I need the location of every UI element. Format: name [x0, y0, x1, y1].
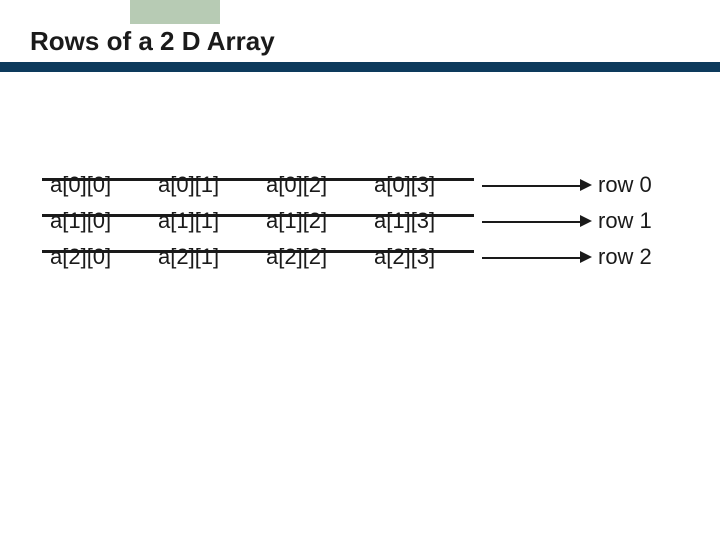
- cell: a[1][1]: [158, 208, 266, 234]
- title-underline: [0, 62, 720, 72]
- strike-row-0: [42, 178, 474, 181]
- arrow-row-2: [482, 239, 592, 275]
- grid-row-1: a[1][0] a[1][1] a[1][2] a[1][3] row 1: [50, 201, 652, 241]
- row-label: row 1: [598, 208, 652, 234]
- arrow-line-icon: [482, 221, 582, 223]
- cell: a[0][3]: [374, 172, 482, 198]
- arrow-head-icon: [580, 179, 592, 191]
- row-label: row 0: [598, 172, 652, 198]
- grid-row-2: a[2][0] a[2][1] a[2][2] a[2][3] row 2: [50, 237, 652, 277]
- cell: a[1][3]: [374, 208, 482, 234]
- arrow-line-icon: [482, 257, 582, 259]
- cell: a[0][2]: [266, 172, 374, 198]
- grid-row-0: a[0][0] a[0][1] a[0][2] a[0][3] row 0: [50, 165, 652, 205]
- array-grid: a[0][0] a[0][1] a[0][2] a[0][3] row 0 a[…: [50, 165, 652, 277]
- arrow-head-icon: [580, 251, 592, 263]
- cell: a[2][0]: [50, 244, 158, 270]
- arrow-head-icon: [580, 215, 592, 227]
- cell: a[1][0]: [50, 208, 158, 234]
- arrow-row-0: [482, 167, 592, 203]
- cell: a[0][0]: [50, 172, 158, 198]
- cell: a[2][1]: [158, 244, 266, 270]
- header-accent-tab: [130, 0, 220, 24]
- slide: Rows of a 2 D Array a[0][0] a[0][1] a[0]…: [0, 0, 720, 540]
- arrow-row-1: [482, 203, 592, 239]
- row-label: row 2: [598, 244, 652, 270]
- cell: a[2][2]: [266, 244, 374, 270]
- arrow-line-icon: [482, 185, 582, 187]
- strike-row-2: [42, 250, 474, 253]
- cell: a[2][3]: [374, 244, 482, 270]
- page-title: Rows of a 2 D Array: [30, 26, 275, 57]
- cell: a[1][2]: [266, 208, 374, 234]
- cell: a[0][1]: [158, 172, 266, 198]
- strike-row-1: [42, 214, 474, 217]
